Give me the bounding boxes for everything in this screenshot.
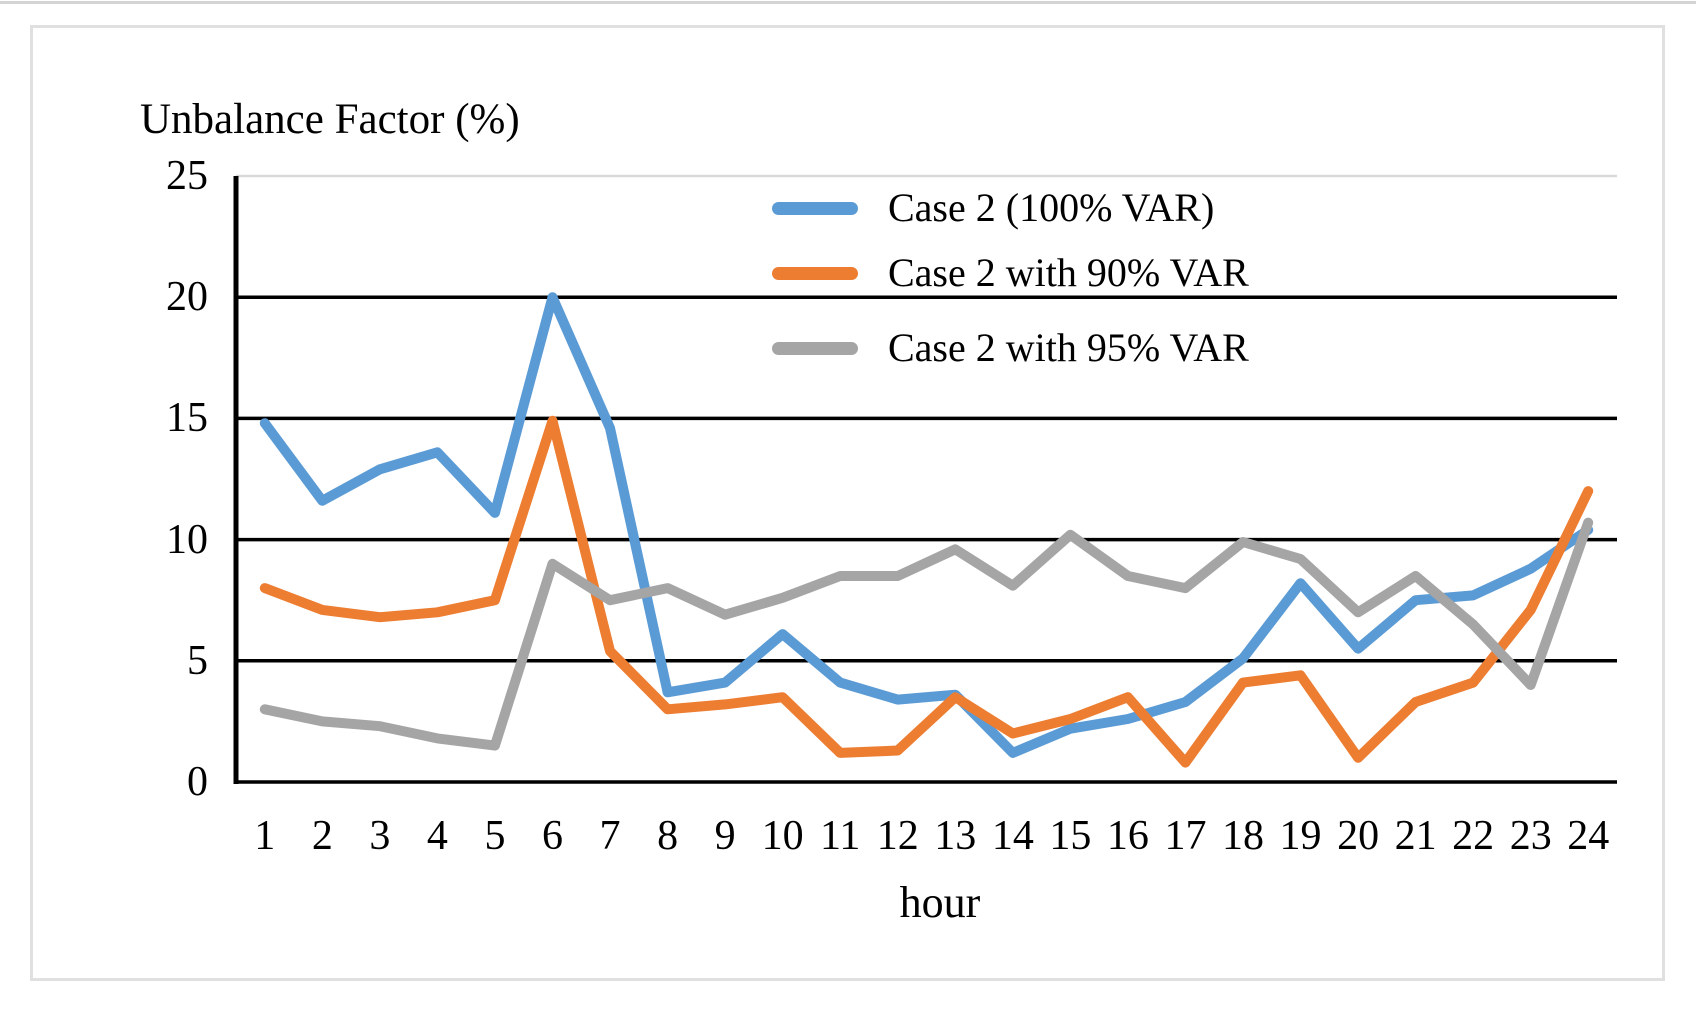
x-tick-label-19: 19	[1279, 813, 1322, 859]
x-tick-label-2: 2	[311, 813, 333, 859]
x-tick-label-14: 14	[991, 813, 1034, 859]
x-tick-label-16: 16	[1106, 813, 1149, 859]
x-tick-label-10: 10	[761, 813, 804, 859]
x-tick-label-3: 3	[369, 813, 391, 859]
legend-swatch-case-2-100-var	[772, 202, 858, 215]
chart-title: Unbalance Factor (%)	[140, 96, 520, 143]
legend-swatch-case-2-with-90-var	[772, 267, 858, 280]
x-tick-label-22: 22	[1452, 813, 1495, 859]
legend-label-case-2-with-95-var: Case 2 with 95% VAR	[888, 325, 1249, 370]
y-tick-label-15: 15	[166, 395, 208, 442]
x-tick-label-13: 13	[934, 813, 977, 859]
legend-item-case-2-100-var: Case 2 (100% VAR)	[772, 183, 1214, 233]
y-tick-label-0: 0	[187, 759, 208, 805]
figure-frame	[30, 25, 1665, 981]
y-tick-label-10: 10	[166, 516, 208, 563]
y-tick-label-5: 5	[187, 637, 208, 684]
legend-label-case-2-with-90-var: Case 2 with 90% VAR	[888, 250, 1249, 295]
x-tick-label-23: 23	[1509, 813, 1552, 859]
x-tick-label-8: 8	[657, 813, 679, 859]
x-tick-label-21: 21	[1394, 813, 1437, 859]
y-tick-label-20: 20	[166, 274, 208, 321]
x-axis-title: hour	[899, 878, 981, 927]
x-tick-label-9: 9	[714, 813, 736, 859]
x-tick-label-4: 4	[426, 813, 448, 859]
x-tick-label-18: 18	[1221, 813, 1264, 859]
x-tick-label-17: 17	[1164, 813, 1207, 859]
series-line-case-2-with-95-var	[259, 517, 1594, 751]
x-tick-label-15: 15	[1049, 813, 1092, 859]
series-line-case-2-100-var	[259, 292, 1594, 758]
legend-item-case-2-with-95-var: Case 2 with 95% VAR	[772, 323, 1249, 373]
x-tick-label-7: 7	[599, 813, 621, 859]
x-tick-label-11: 11	[819, 813, 861, 859]
x-tick-label-20: 20	[1337, 813, 1380, 859]
window-top-edge-line	[0, 1, 1696, 4]
series-line-case-2-with-90-var	[259, 415, 1594, 768]
legend-label-case-2-100-var: Case 2 (100% VAR)	[888, 185, 1215, 230]
x-tick-label-12: 12	[876, 813, 919, 859]
y-tick-label-25: 25	[166, 153, 208, 199]
x-tick-label-6: 6	[541, 813, 563, 859]
x-tick-label-24: 24	[1567, 813, 1610, 859]
legend-item-case-2-with-90-var: Case 2 with 90% VAR	[772, 248, 1249, 298]
x-tick-label-1: 1	[254, 813, 276, 859]
legend-swatch-case-2-with-95-var	[772, 342, 858, 355]
x-tick-label-5: 5	[484, 813, 506, 859]
